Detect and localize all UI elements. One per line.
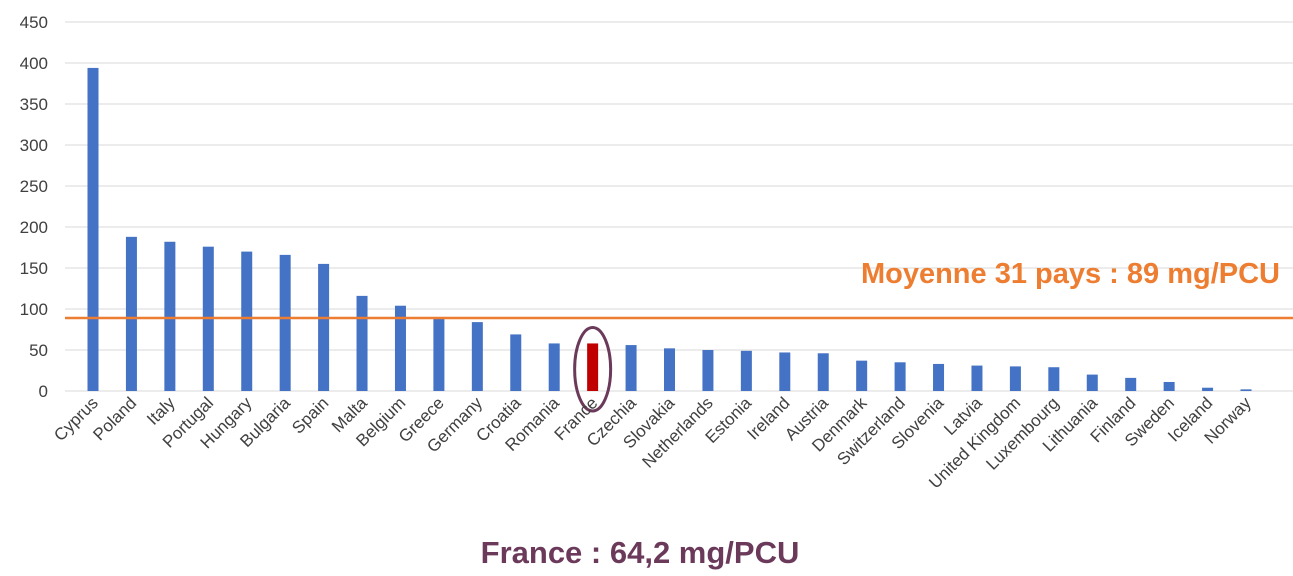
highlight-ellipse <box>573 325 613 413</box>
y-tick-label: 450 <box>20 13 48 32</box>
bar <box>779 352 791 391</box>
bar <box>702 350 714 391</box>
bar <box>433 318 445 391</box>
bar <box>87 67 99 392</box>
reference-label: Moyenne 31 pays : 89 mg/PCU <box>861 258 1280 290</box>
y-tick-label: 350 <box>20 95 48 114</box>
bar <box>1086 374 1098 391</box>
bar <box>587 343 599 391</box>
bar <box>241 251 253 391</box>
y-tick-label: 300 <box>20 136 48 155</box>
x-tick-label: Cyprus <box>50 393 102 445</box>
bar <box>625 345 637 391</box>
bar <box>471 322 483 391</box>
x-tick-label: Spain <box>288 393 332 437</box>
bar <box>356 295 368 391</box>
annotation: France : 64,2 mg/PCU <box>481 535 800 570</box>
bar <box>1240 389 1252 391</box>
bar <box>664 348 675 391</box>
bar <box>318 263 330 391</box>
y-tick-label: 400 <box>20 54 48 73</box>
bar <box>856 360 868 391</box>
y-tick-label: 200 <box>20 218 48 237</box>
bar <box>1163 381 1175 391</box>
bar <box>817 353 829 391</box>
bar <box>548 343 560 391</box>
y-tick-label: 100 <box>20 300 48 319</box>
bar <box>1202 387 1214 391</box>
y-tick-label: 150 <box>20 259 48 278</box>
bar <box>125 236 137 391</box>
bar <box>740 350 752 391</box>
y-tick-label: 0 <box>39 382 48 401</box>
x-tick-label: Poland <box>89 393 140 444</box>
bar <box>279 254 291 391</box>
y-tick-label: 250 <box>20 177 48 196</box>
y-tick-label: 50 <box>29 341 48 360</box>
bar <box>971 365 983 391</box>
bar <box>1125 377 1137 391</box>
bar <box>394 305 406 391</box>
bar <box>510 334 522 391</box>
bar <box>1009 366 1021 391</box>
bar <box>1048 367 1060 391</box>
bar <box>164 241 176 391</box>
bar <box>894 362 906 391</box>
bar <box>933 363 945 391</box>
